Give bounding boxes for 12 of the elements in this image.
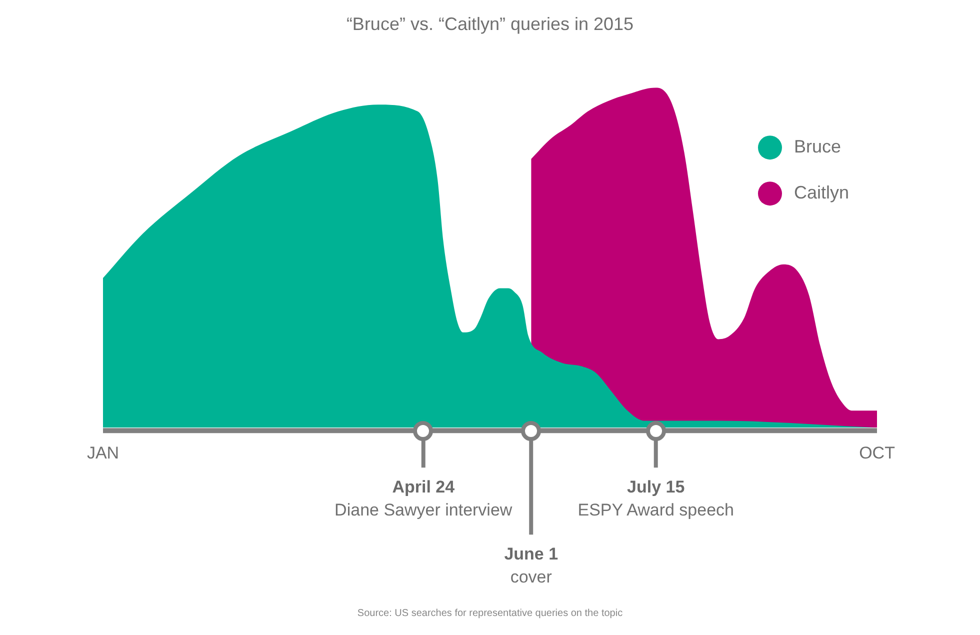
ref-line-label: July 15 xyxy=(627,477,685,496)
source-note: Source: US searches for representative queries on the topic xyxy=(357,608,623,619)
text: Diane Sawyer interview xyxy=(334,500,513,520)
legend-label: Bruce xyxy=(794,136,842,157)
ref-line-label: June 1 xyxy=(504,544,558,564)
ref-line-label: April 24 xyxy=(392,477,456,496)
chart-title: “Bruce” vs. “Caitlyn” queries in 2015 xyxy=(346,14,634,34)
text: cover xyxy=(510,567,552,586)
x-tick-label: JAN xyxy=(86,443,120,462)
legend-label: Caitlyn xyxy=(794,182,850,203)
text: ESPY Award speech xyxy=(578,500,734,520)
x-tick-label: OCT xyxy=(859,443,895,462)
